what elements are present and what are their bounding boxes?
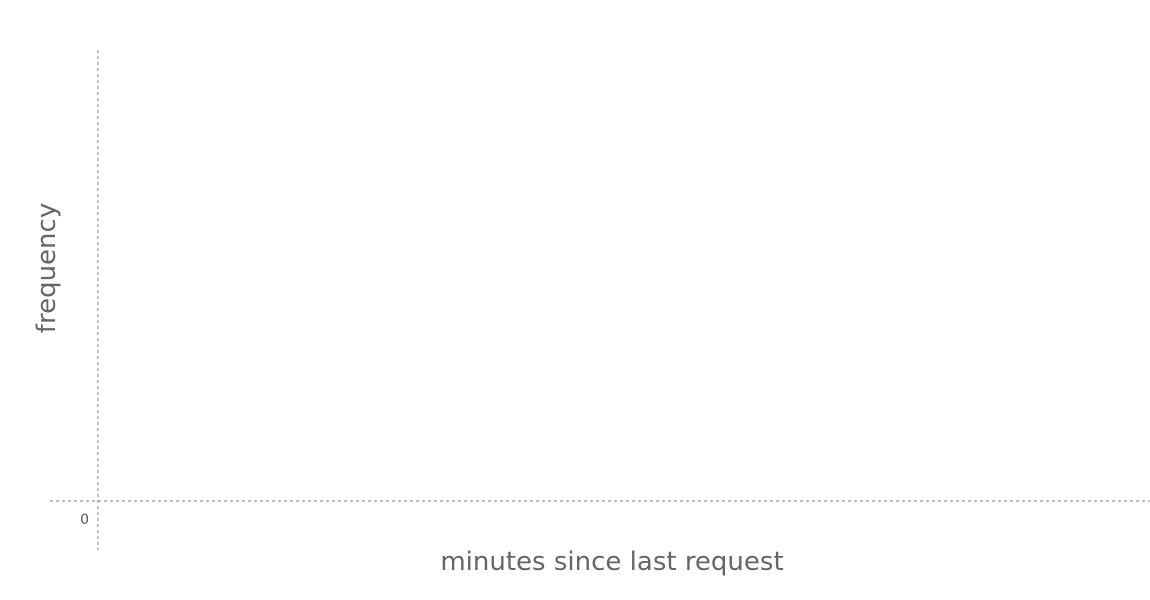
x-axis-title: minutes since last request	[440, 547, 783, 577]
y-axis-title: frequency	[32, 203, 62, 333]
x-tick-labels: 0586062	[80, 512, 89, 528]
x-tick-label: 0	[80, 512, 89, 528]
